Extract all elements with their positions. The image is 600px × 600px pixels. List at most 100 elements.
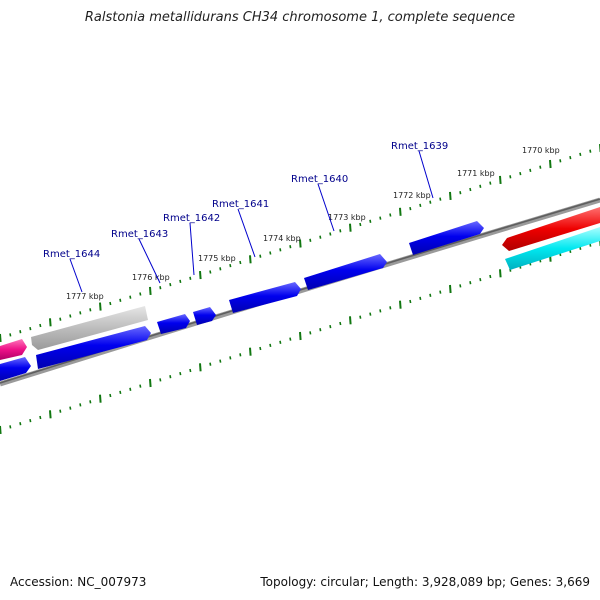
gene-label-1641[interactable]: Rmet_1641 <box>212 199 269 210</box>
outer-tick-minor <box>129 295 132 299</box>
inner-tick-minor <box>419 296 422 301</box>
outer-tick-minor <box>509 175 512 179</box>
outer-tick-minor <box>9 333 12 337</box>
inner-tick-minor <box>179 371 182 376</box>
outer-tick-major <box>49 318 52 327</box>
map-title: Ralstonia metallidurans CH34 chromosome … <box>84 10 516 25</box>
inner-tick-major <box>299 331 302 341</box>
outer-tick-minor <box>489 181 492 185</box>
gene-label-1643[interactable]: Rmet_1643 <box>111 229 168 240</box>
outer-tick-minor <box>179 279 182 284</box>
inner-tick-minor <box>389 306 392 310</box>
outer-tick-minor <box>429 200 432 204</box>
inner-tick-minor <box>29 418 32 423</box>
gene-reverse-pink[interactable] <box>0 339 27 360</box>
outer-tick-major <box>199 271 202 280</box>
inner-tick-minor <box>189 368 192 373</box>
outer-tick-minor <box>69 314 72 318</box>
outer-tick-minor <box>209 270 212 274</box>
inner-tick-minor <box>269 343 272 348</box>
gene-reverse-red[interactable] <box>502 207 600 251</box>
outer-tick-minor <box>169 282 172 287</box>
forward-strand-genes <box>0 221 600 381</box>
outer-tick-minor <box>279 248 282 252</box>
scale-label: 1774 kbp <box>263 234 301 243</box>
gene-forward-cyan[interactable] <box>505 227 600 270</box>
scale-labels: 1777 kbp 1776 kbp 1775 kbp 1774 kbp 1773 kbp… <box>66 146 560 301</box>
scale-label: 1771 kbp <box>457 169 495 178</box>
inner-tick-minor <box>129 387 132 391</box>
scale-label: 1773 kbp <box>328 213 366 222</box>
scale-label: 1776 kbp <box>132 273 170 282</box>
inner-tick-minor <box>209 362 212 366</box>
outer-tick-minor <box>269 251 272 255</box>
outer-tick-minor <box>59 317 62 321</box>
outer-tick-minor <box>409 206 412 211</box>
inner-tick-major <box>399 300 402 309</box>
outer-tick-minor <box>219 267 222 271</box>
outer-tick-minor <box>389 213 392 217</box>
inner-tick-minor <box>319 328 322 332</box>
inner-tick-minor <box>489 274 492 279</box>
scale-label: 1772 kbp <box>393 191 431 200</box>
outer-tick-major <box>549 159 552 169</box>
gene-forward-1640[interactable] <box>304 254 387 290</box>
outer-tick-minor <box>229 263 232 268</box>
leader-line-1642 <box>189 222 195 276</box>
outer-tick-minor <box>579 152 582 157</box>
outer-tick-minor <box>19 330 22 334</box>
inner-tick-major <box>449 284 452 294</box>
inner-tick-minor <box>69 406 72 410</box>
inner-tick-major <box>199 363 202 372</box>
inner-tick-major <box>0 425 2 435</box>
gene-forward-1643[interactable] <box>157 314 190 334</box>
gene-forward-left[interactable] <box>0 357 31 381</box>
outer-tick-minor <box>29 326 32 331</box>
outer-tick-minor <box>319 235 322 239</box>
gene-forward-1639[interactable] <box>409 221 484 255</box>
inner-tick-minor <box>329 324 332 329</box>
inner-tick-major <box>99 394 102 403</box>
outer-tick-minor <box>359 222 362 227</box>
outer-tick-minor <box>39 323 42 328</box>
gene-label-1642[interactable]: Rmet_1642 <box>163 213 220 224</box>
scale-label: 1770 kbp <box>522 146 560 155</box>
outer-scale-ticks <box>0 144 600 343</box>
outer-tick-major <box>149 286 152 295</box>
inner-tick-minor <box>219 359 222 363</box>
outer-tick-minor <box>569 155 572 160</box>
outer-tick-major <box>299 239 302 248</box>
gene-forward-1644[interactable] <box>36 326 151 369</box>
outer-tick-minor <box>79 311 82 315</box>
inner-tick-minor <box>119 390 122 395</box>
outer-tick-minor <box>339 229 342 233</box>
outer-tick-minor <box>109 301 112 306</box>
inner-tick-major <box>249 347 252 356</box>
inner-tick-minor <box>89 400 92 404</box>
outer-tick-minor <box>139 292 142 296</box>
inner-tick-minor <box>39 415 42 420</box>
outer-tick-minor <box>539 165 542 169</box>
outer-tick-minor <box>519 171 522 176</box>
gene-label-1640[interactable]: Rmet_1640 <box>291 174 348 185</box>
outer-tick-minor <box>289 245 292 249</box>
inner-tick-major <box>499 269 502 278</box>
inner-tick-minor <box>409 299 412 304</box>
outer-tick-minor <box>329 232 332 236</box>
outer-tick-minor <box>559 159 562 163</box>
leader-line-1643 <box>138 238 161 284</box>
gene-label-1639[interactable]: Rmet_1639 <box>391 141 448 152</box>
outer-tick-minor <box>309 238 312 242</box>
outer-tick-minor <box>259 254 262 258</box>
inner-tick-minor <box>359 315 362 319</box>
gene-label-1644[interactable]: Rmet_1644 <box>43 249 100 260</box>
outer-tick-major <box>249 255 252 264</box>
gene-reverse-gray[interactable] <box>31 306 148 350</box>
inner-tick-minor <box>439 290 442 294</box>
gene-forward-1641[interactable] <box>229 282 301 313</box>
inner-tick-minor <box>369 312 372 316</box>
gene-forward-1642[interactable] <box>193 307 216 325</box>
outer-tick-minor <box>529 168 532 173</box>
inner-scale-ticks <box>0 238 600 435</box>
outer-tick-minor <box>439 197 442 201</box>
